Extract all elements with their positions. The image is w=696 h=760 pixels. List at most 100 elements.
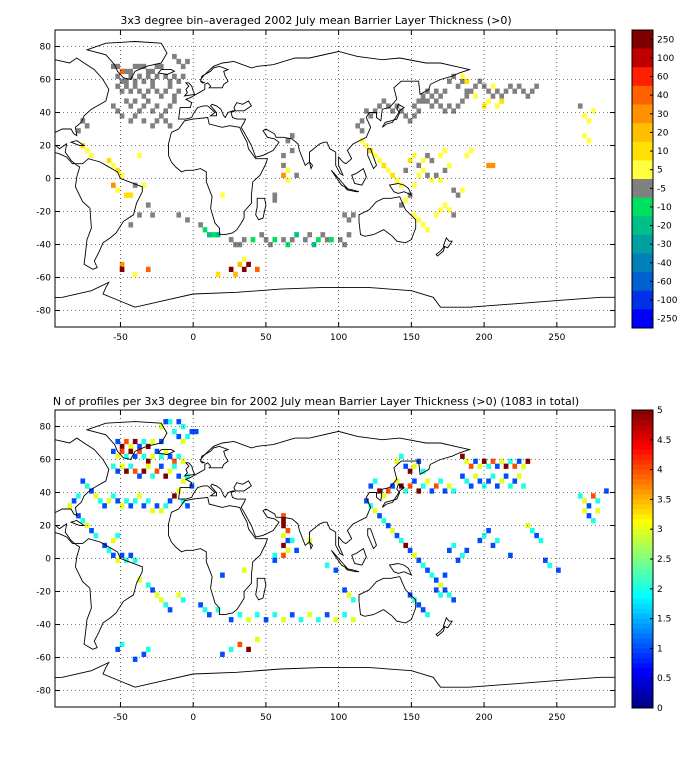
y-tick-label: 80 — [40, 423, 52, 433]
data-cell — [228, 617, 234, 623]
data-cell — [351, 212, 356, 218]
data-cell — [145, 582, 151, 588]
colorbar-label: 5 — [657, 166, 663, 176]
data-cell — [128, 552, 134, 558]
data-cell — [132, 656, 138, 662]
data-cell — [289, 612, 295, 618]
colorbar-label: 20 — [657, 128, 669, 138]
data-cells — [67, 419, 609, 662]
coastline — [308, 160, 314, 171]
data-cell — [132, 98, 138, 104]
data-cell — [534, 532, 539, 539]
data-cell — [433, 172, 439, 178]
y-tick-label: -60 — [36, 274, 51, 284]
data-cell — [477, 463, 483, 469]
data-cell — [368, 503, 374, 509]
data-cell — [442, 88, 448, 94]
coastline — [367, 528, 378, 550]
data-cell — [163, 503, 169, 509]
data-cell — [119, 113, 125, 119]
data-cell — [285, 547, 291, 554]
data-cell — [311, 242, 317, 248]
data-cell — [521, 483, 526, 489]
data-cell — [438, 93, 443, 99]
coastline — [183, 82, 196, 97]
data-cell — [241, 567, 247, 573]
colorbar-segment — [632, 568, 653, 575]
coastline — [55, 437, 143, 650]
data-cell — [412, 597, 417, 603]
colorbar-segment — [632, 48, 653, 68]
data-cell — [128, 192, 134, 198]
data-cell — [342, 242, 347, 248]
data-cell — [529, 88, 535, 94]
coastline — [255, 577, 267, 601]
data-cell — [420, 93, 426, 99]
colorbar-segment — [632, 554, 653, 560]
data-cell — [285, 177, 291, 183]
data-cell — [516, 83, 522, 89]
data-cell — [425, 612, 430, 618]
data-cell — [281, 518, 286, 524]
data-cell — [128, 103, 134, 109]
coastline — [69, 520, 86, 526]
colorbar-segment — [632, 469, 653, 475]
data-cell — [281, 542, 286, 549]
colorbar-segment — [632, 583, 653, 590]
colorbar: 5 4.5 4 3.5 3 2.5 2 1.5 1 0.5 0 — [631, 406, 671, 714]
data-cell — [137, 577, 142, 583]
colorbar-segment — [632, 459, 653, 466]
data-cell — [586, 513, 592, 519]
data-cell — [185, 217, 190, 223]
colorbar-segment — [632, 588, 653, 595]
data-cell — [442, 488, 448, 494]
colorbar-label: -10 — [657, 203, 672, 213]
data-cell — [407, 157, 413, 164]
data-cell — [281, 237, 286, 243]
data-cell — [268, 242, 273, 248]
data-cell — [141, 103, 147, 109]
data-cell — [403, 463, 409, 469]
data-cell — [237, 641, 243, 648]
y-tick-label: 60 — [40, 456, 52, 466]
x-tick-label: 150 — [403, 713, 420, 723]
colorbar-segment — [632, 499, 653, 505]
colorbar-label: 4 — [657, 466, 663, 476]
data-cell — [272, 237, 278, 243]
data-cell — [272, 557, 278, 563]
coastline — [344, 567, 360, 573]
data-cell — [460, 473, 465, 479]
data-cell — [433, 587, 439, 593]
data-cell — [132, 63, 138, 70]
data-cell — [324, 237, 330, 243]
data-cell — [111, 463, 116, 469]
coastline — [388, 183, 413, 196]
data-cell — [163, 108, 169, 114]
colorbar-label: 250 — [657, 35, 674, 45]
data-cell — [307, 232, 313, 238]
data-cell — [202, 607, 208, 613]
data-cell — [163, 419, 169, 425]
data-cell — [150, 212, 155, 218]
data-cell — [128, 463, 134, 469]
colorbar-segment — [632, 559, 653, 565]
data-cell — [399, 182, 404, 188]
data-cell — [442, 587, 448, 593]
x-tick-label: 100 — [330, 713, 347, 723]
data-cell — [119, 68, 125, 75]
data-cell — [115, 167, 121, 174]
colorbar-segment — [632, 123, 653, 143]
y-tick-label: 20 — [40, 522, 52, 532]
colorbar-segment — [632, 141, 653, 161]
data-cell — [281, 617, 286, 623]
data-cell — [137, 108, 142, 114]
data-cell — [416, 98, 422, 104]
data-cell — [468, 147, 474, 154]
data-cell — [416, 108, 422, 114]
data-cell — [163, 448, 169, 455]
data-cell — [281, 513, 286, 519]
colorbar-segment — [632, 434, 653, 441]
data-cell — [176, 453, 182, 459]
y-tick-label: 0 — [45, 175, 51, 185]
data-cell — [403, 167, 409, 174]
